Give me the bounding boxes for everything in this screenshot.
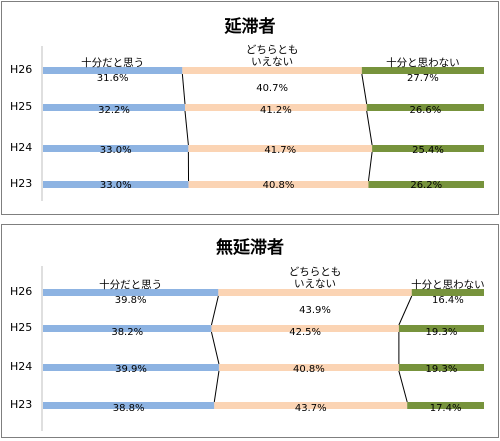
chart-panel-1: 延滞者 H26 31.6% 40.7% 27.7% H25 32.2% 41.2% 26.6% H…: [1, 1, 499, 215]
data-label-H26-series-2: 40.7%: [256, 83, 288, 94]
connector-line: [211, 332, 218, 364]
data-label-H26-series-3: 27.7%: [407, 73, 439, 84]
connector-line: [399, 371, 407, 402]
connector-line: [362, 74, 367, 104]
data-label-H26-series-3: 16.4%: [432, 295, 464, 306]
data-label-H23-series-2: 43.7%: [295, 403, 327, 414]
data-label-H25-series-3: 19.3%: [426, 327, 458, 338]
category-label-H25: H25: [10, 321, 32, 334]
bar-H26-series-2: [218, 289, 411, 296]
category-label-H26: H26: [10, 285, 32, 298]
data-label-H23-series-3: 26.2%: [410, 180, 442, 191]
connector-line: [211, 296, 218, 325]
data-label-H24-series-1: 33.0%: [100, 145, 132, 156]
category-label-H24: H24: [10, 141, 32, 154]
data-label-H25-series-1: 38.2%: [111, 327, 143, 338]
chart-title: 無延滞者: [216, 237, 284, 258]
legend-label-series-2: いえない: [294, 278, 336, 290]
data-label-H26-series-2: 43.9%: [299, 305, 331, 316]
legend-label-series-2: いえない: [251, 56, 293, 68]
data-label-H23-series-1: 38.8%: [113, 403, 145, 414]
data-label-H24-series-1: 39.9%: [115, 364, 147, 375]
chart-svg-2: 無延滞者 H26 39.8% 43.9% 16.4% H25 38.2% 42.5% 19.3%…: [2, 225, 498, 437]
chart-svg-1: 延滞者 H26 31.6% 40.7% 27.7% H25 32.2% 41.2% 26.6% H…: [2, 2, 498, 214]
data-label-H26-series-1: 39.8%: [115, 295, 147, 306]
data-label-H25-series-1: 32.2%: [98, 105, 130, 116]
category-label-H25: H25: [10, 100, 32, 113]
data-label-H25-series-3: 26.6%: [409, 105, 441, 116]
data-label-H24-series-3: 25.4%: [412, 145, 444, 156]
chart-title: 延滞者: [224, 16, 276, 37]
legend-label-series-1: 十分だと思う: [99, 278, 162, 291]
data-label-H24-series-3: 19.3%: [426, 364, 458, 375]
legend-label-series-2: どちらとも: [289, 266, 342, 278]
data-label-H26-series-1: 31.6%: [97, 73, 129, 84]
data-label-H23-series-3: 17.4%: [430, 403, 462, 414]
connector-line: [367, 111, 372, 145]
chart-panel-2: 無延滞者 H26 39.8% 43.9% 16.4% H25 38.2% 42.5% 19.3%…: [1, 224, 499, 438]
legend-label-series-3: 十分と思わない: [411, 278, 485, 291]
connector-line: [185, 111, 188, 145]
bar-H26-series-2: [182, 67, 361, 74]
connector-line: [214, 371, 219, 402]
connector-line: [368, 152, 372, 181]
category-label-H24: H24: [10, 360, 32, 373]
legend-label-series-1: 十分だと思う: [81, 56, 144, 69]
category-label-H23: H23: [10, 398, 32, 411]
data-label-H24-series-2: 41.7%: [264, 145, 296, 156]
data-label-H25-series-2: 42.5%: [289, 327, 321, 338]
data-label-H23-series-2: 40.8%: [263, 180, 295, 191]
connector-line: [182, 74, 185, 104]
category-label-H23: H23: [10, 177, 32, 190]
data-label-H23-series-1: 33.0%: [100, 180, 132, 191]
category-label-H26: H26: [10, 63, 32, 76]
legend-label-series-2: どちらとも: [246, 44, 299, 56]
data-label-H24-series-2: 40.8%: [293, 364, 325, 375]
data-label-H25-series-2: 41.2%: [260, 105, 292, 116]
legend-label-series-3: 十分と思わない: [386, 56, 460, 69]
connector-line: [399, 296, 412, 325]
